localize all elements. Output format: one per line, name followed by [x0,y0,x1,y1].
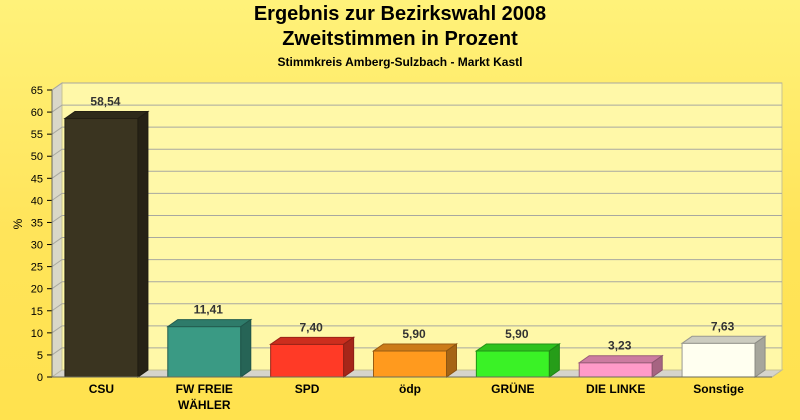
axes: 0 5 10 15 20 25 30 35 40 45 50 55 60 65% [11,85,772,384]
chart-subtitle: Zweitstimmen in Prozent [282,28,518,50]
bar-side [240,318,252,378]
category-label: DIE LINKE [586,382,645,396]
bar-front [167,326,242,378]
y-tick-label: 20 [31,284,43,296]
gridline [51,214,782,223]
category-label: SPD [295,382,320,396]
chart-region-label: Stimmkreis Amberg-Sulzbach - Markt Kastl [277,55,523,69]
gridline [51,170,782,179]
bar-front [681,342,756,378]
value-label: 5,90 [505,327,529,341]
gridline [51,148,782,157]
value-label: 7,63 [711,319,735,333]
gridline [51,82,782,91]
value-label: 7,40 [299,320,323,334]
bar-4 [371,342,459,378]
gridline [51,126,782,135]
y-tick-label: 40 [31,195,43,207]
bar-top [269,336,356,345]
gridline [51,237,782,245]
category-label: Sonstige [693,382,744,396]
value-label: 58,54 [90,95,120,109]
category-label: ödp [399,382,421,396]
bars [63,110,767,378]
bar-6 [577,354,664,378]
y-tick-label: 65 [31,85,43,97]
y-tick-label: 60 [31,107,43,119]
bar-7 [680,335,767,378]
category-label: GRÜNE [491,381,534,396]
bar-3 [269,336,356,378]
bar-side [651,354,663,378]
category-label: CSU [89,382,114,396]
bar-top [63,111,150,120]
y-tick-label: 35 [31,217,43,229]
bar-top [680,335,767,344]
labels: 58,54 CSU 11,41 FW FREIE WÄHLER 7,40 SPD 5,90 öd… [89,95,744,412]
bar-top [474,343,561,352]
bar-top [166,319,253,328]
bar-2 [166,318,253,378]
bar-front [475,350,550,378]
y-tick-label: 5 [37,350,43,362]
gridline [51,281,782,290]
y-tick-label: 0 [37,372,43,384]
bar-top [577,355,664,364]
side-wall [51,82,63,378]
bar-front [64,118,139,378]
bar-side [548,342,560,378]
category-label: FW FREIE WÄHLER [176,382,233,412]
bar-side [754,335,766,378]
y-tick-label: 50 [31,151,43,163]
value-label: 11,41 [194,303,224,317]
bar-front [373,350,447,378]
y-tick-label: 30 [31,240,43,252]
bar-front [578,362,653,378]
bar-side [137,110,149,378]
bar-side [446,342,457,378]
value-label: 3,23 [608,339,632,353]
chart-title: Ergebnis zur Bezirkswahl 2008 [253,3,547,25]
gridline [51,259,782,268]
y-tick-label: 25 [31,262,43,274]
gridline [51,192,782,201]
gridlines [51,82,782,356]
value-label: 5,90 [402,327,426,341]
bar-top [371,343,459,352]
y-axis-label: % [11,218,25,229]
y-tick-label: 45 [31,173,43,185]
y-tick-label: 15 [31,306,43,318]
bar-5 [474,342,561,378]
gridline [51,104,782,113]
y-tick-label: 55 [31,129,43,141]
gridline [51,303,782,312]
bar-side [343,336,355,378]
y-tick-label: 10 [31,328,43,340]
bar-1 [63,110,150,378]
bar-front [270,343,345,378]
gridline [51,325,782,334]
